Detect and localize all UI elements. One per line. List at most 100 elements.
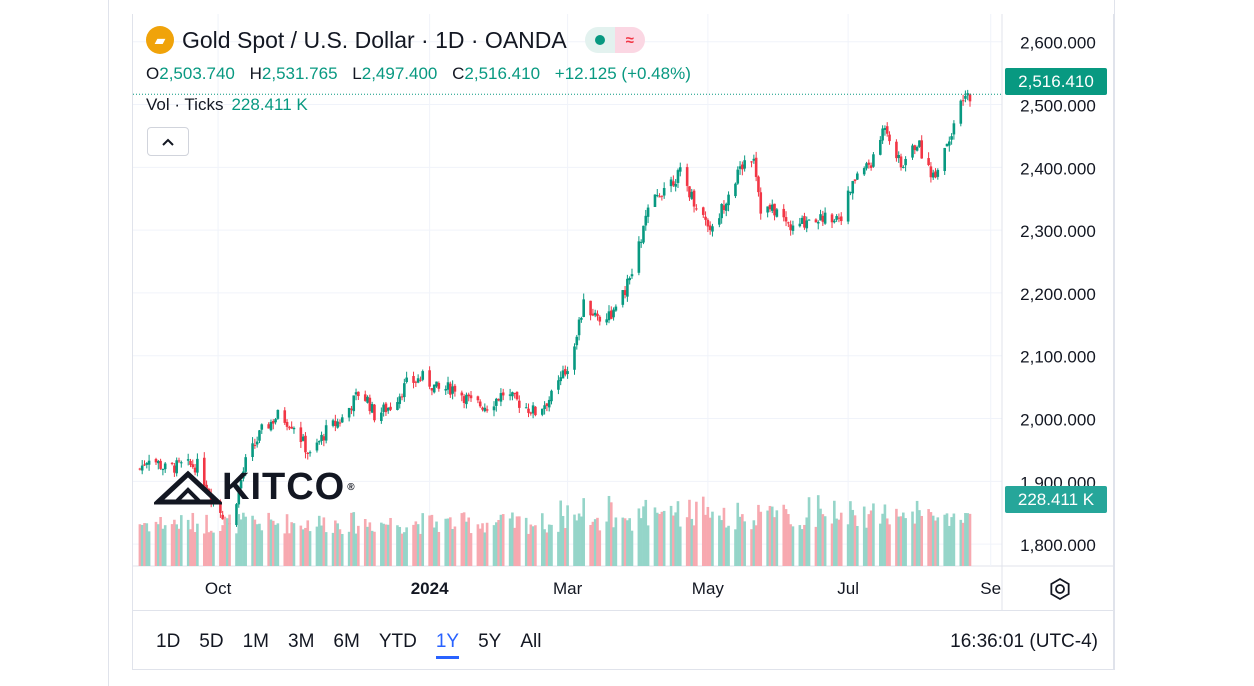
volume-bar	[612, 527, 615, 566]
volume-bar	[338, 529, 342, 566]
candle-body	[607, 311, 611, 321]
volume-bar	[934, 520, 937, 566]
candle-body	[819, 214, 822, 221]
volume-bar	[499, 514, 503, 566]
volume-bar	[913, 523, 917, 566]
volume-bar	[865, 527, 868, 566]
range-button-1d[interactable]: 1D	[156, 631, 181, 652]
volume-bar	[803, 524, 806, 566]
candle-body	[770, 204, 774, 211]
candle-body	[421, 371, 425, 380]
candle-body	[202, 457, 206, 486]
candle-body	[789, 224, 792, 231]
range-button-5y[interactable]: 5Y	[478, 631, 502, 652]
range-button-ytd[interactable]: YTD	[378, 631, 417, 652]
candle-body	[545, 403, 549, 406]
candle-body	[701, 207, 705, 215]
bottom-toolbar: 1D 5D 1M 3M 6M YTD 1Y 5Y All 16:36:01 (UTC-4)	[132, 610, 1114, 671]
volume-bar	[462, 512, 466, 566]
y-tick-label: 2,500.000	[1020, 97, 1096, 116]
volume-bar	[269, 519, 273, 566]
volume-bar	[478, 528, 482, 566]
candle-body	[547, 399, 551, 408]
volume-bar	[642, 506, 645, 566]
candle-body	[163, 463, 167, 470]
candle-body	[140, 465, 144, 471]
volume-bar	[403, 532, 406, 566]
volume-bar	[609, 502, 613, 566]
volume-bar	[416, 524, 420, 566]
candle-body	[320, 434, 323, 441]
clock-readout[interactable]: 16:36:01 (UTC-4)	[950, 631, 1098, 652]
candle-body	[959, 100, 963, 124]
candle-body	[593, 312, 597, 316]
status-pill[interactable]: ≈	[584, 27, 645, 53]
volume-bar	[189, 529, 192, 566]
volume-bar	[368, 522, 372, 566]
candle-body	[189, 460, 192, 465]
range-button-all[interactable]: All	[520, 631, 542, 652]
candle-body	[276, 409, 280, 419]
kitco-watermark: KITCO ®	[154, 466, 356, 509]
candle-body	[660, 195, 664, 197]
volume-bar	[260, 530, 264, 566]
close-label: C	[452, 64, 465, 83]
candle-body	[288, 427, 291, 429]
volume-bar	[653, 507, 657, 566]
volume-bar	[320, 525, 323, 566]
collapse-legend-button[interactable]	[147, 127, 189, 156]
volume-bar	[432, 527, 436, 566]
volume-bar	[497, 519, 500, 566]
volume-bar	[692, 525, 696, 566]
volume-bar	[322, 517, 326, 566]
candle-body	[961, 100, 965, 102]
volume-bar	[405, 527, 408, 566]
volume-bar	[931, 515, 935, 566]
candle-body	[145, 463, 149, 465]
volume-bar	[557, 531, 560, 566]
last-price-tag: 2,516.410	[1005, 68, 1107, 95]
candle-body	[322, 436, 326, 441]
candle-body	[690, 191, 694, 199]
chevron-up-icon	[162, 138, 174, 146]
volume-bar	[672, 515, 675, 566]
candle-body	[775, 209, 779, 217]
high-label: H	[249, 64, 262, 83]
volume-bar	[513, 527, 517, 566]
right-divider	[1114, 0, 1115, 670]
volume-bar	[547, 524, 551, 566]
range-button-1m[interactable]: 1M	[242, 631, 269, 652]
symbol-title: Gold Spot / U.S. Dollar · 1D · OANDA	[182, 26, 567, 53]
range-button-6m[interactable]: 6M	[333, 631, 360, 652]
volume-bar	[156, 524, 160, 566]
volume-bar	[695, 501, 698, 566]
volume-bar	[460, 513, 464, 566]
candle-body	[186, 459, 190, 461]
volume-bar	[662, 510, 666, 566]
volume-bar	[637, 508, 641, 566]
volume-bar	[899, 516, 903, 566]
candle-body	[609, 310, 613, 319]
axis-settings-icon[interactable]	[1048, 577, 1072, 601]
volume-bar	[685, 517, 689, 566]
candle-body	[899, 156, 903, 168]
range-button-1y[interactable]: 1Y	[435, 631, 460, 659]
candle-body	[324, 425, 328, 441]
candle-body	[138, 468, 142, 470]
volume-bar	[566, 505, 569, 566]
candle-body	[501, 392, 505, 396]
candle-body	[235, 504, 238, 526]
range-button-5d[interactable]: 5D	[199, 631, 224, 652]
candle-body	[557, 380, 560, 390]
candle-body	[628, 277, 631, 281]
volume-bar	[239, 519, 243, 566]
volume-bar	[444, 518, 448, 566]
candle-body	[373, 404, 376, 421]
volume-bar	[851, 509, 855, 566]
range-button-3m[interactable]: 3M	[288, 631, 315, 652]
volume-bar	[495, 522, 498, 566]
x-tick-label: Jul	[837, 579, 859, 598]
volume-bar	[727, 525, 730, 566]
candle-body	[541, 408, 544, 415]
candle-body	[800, 217, 804, 224]
